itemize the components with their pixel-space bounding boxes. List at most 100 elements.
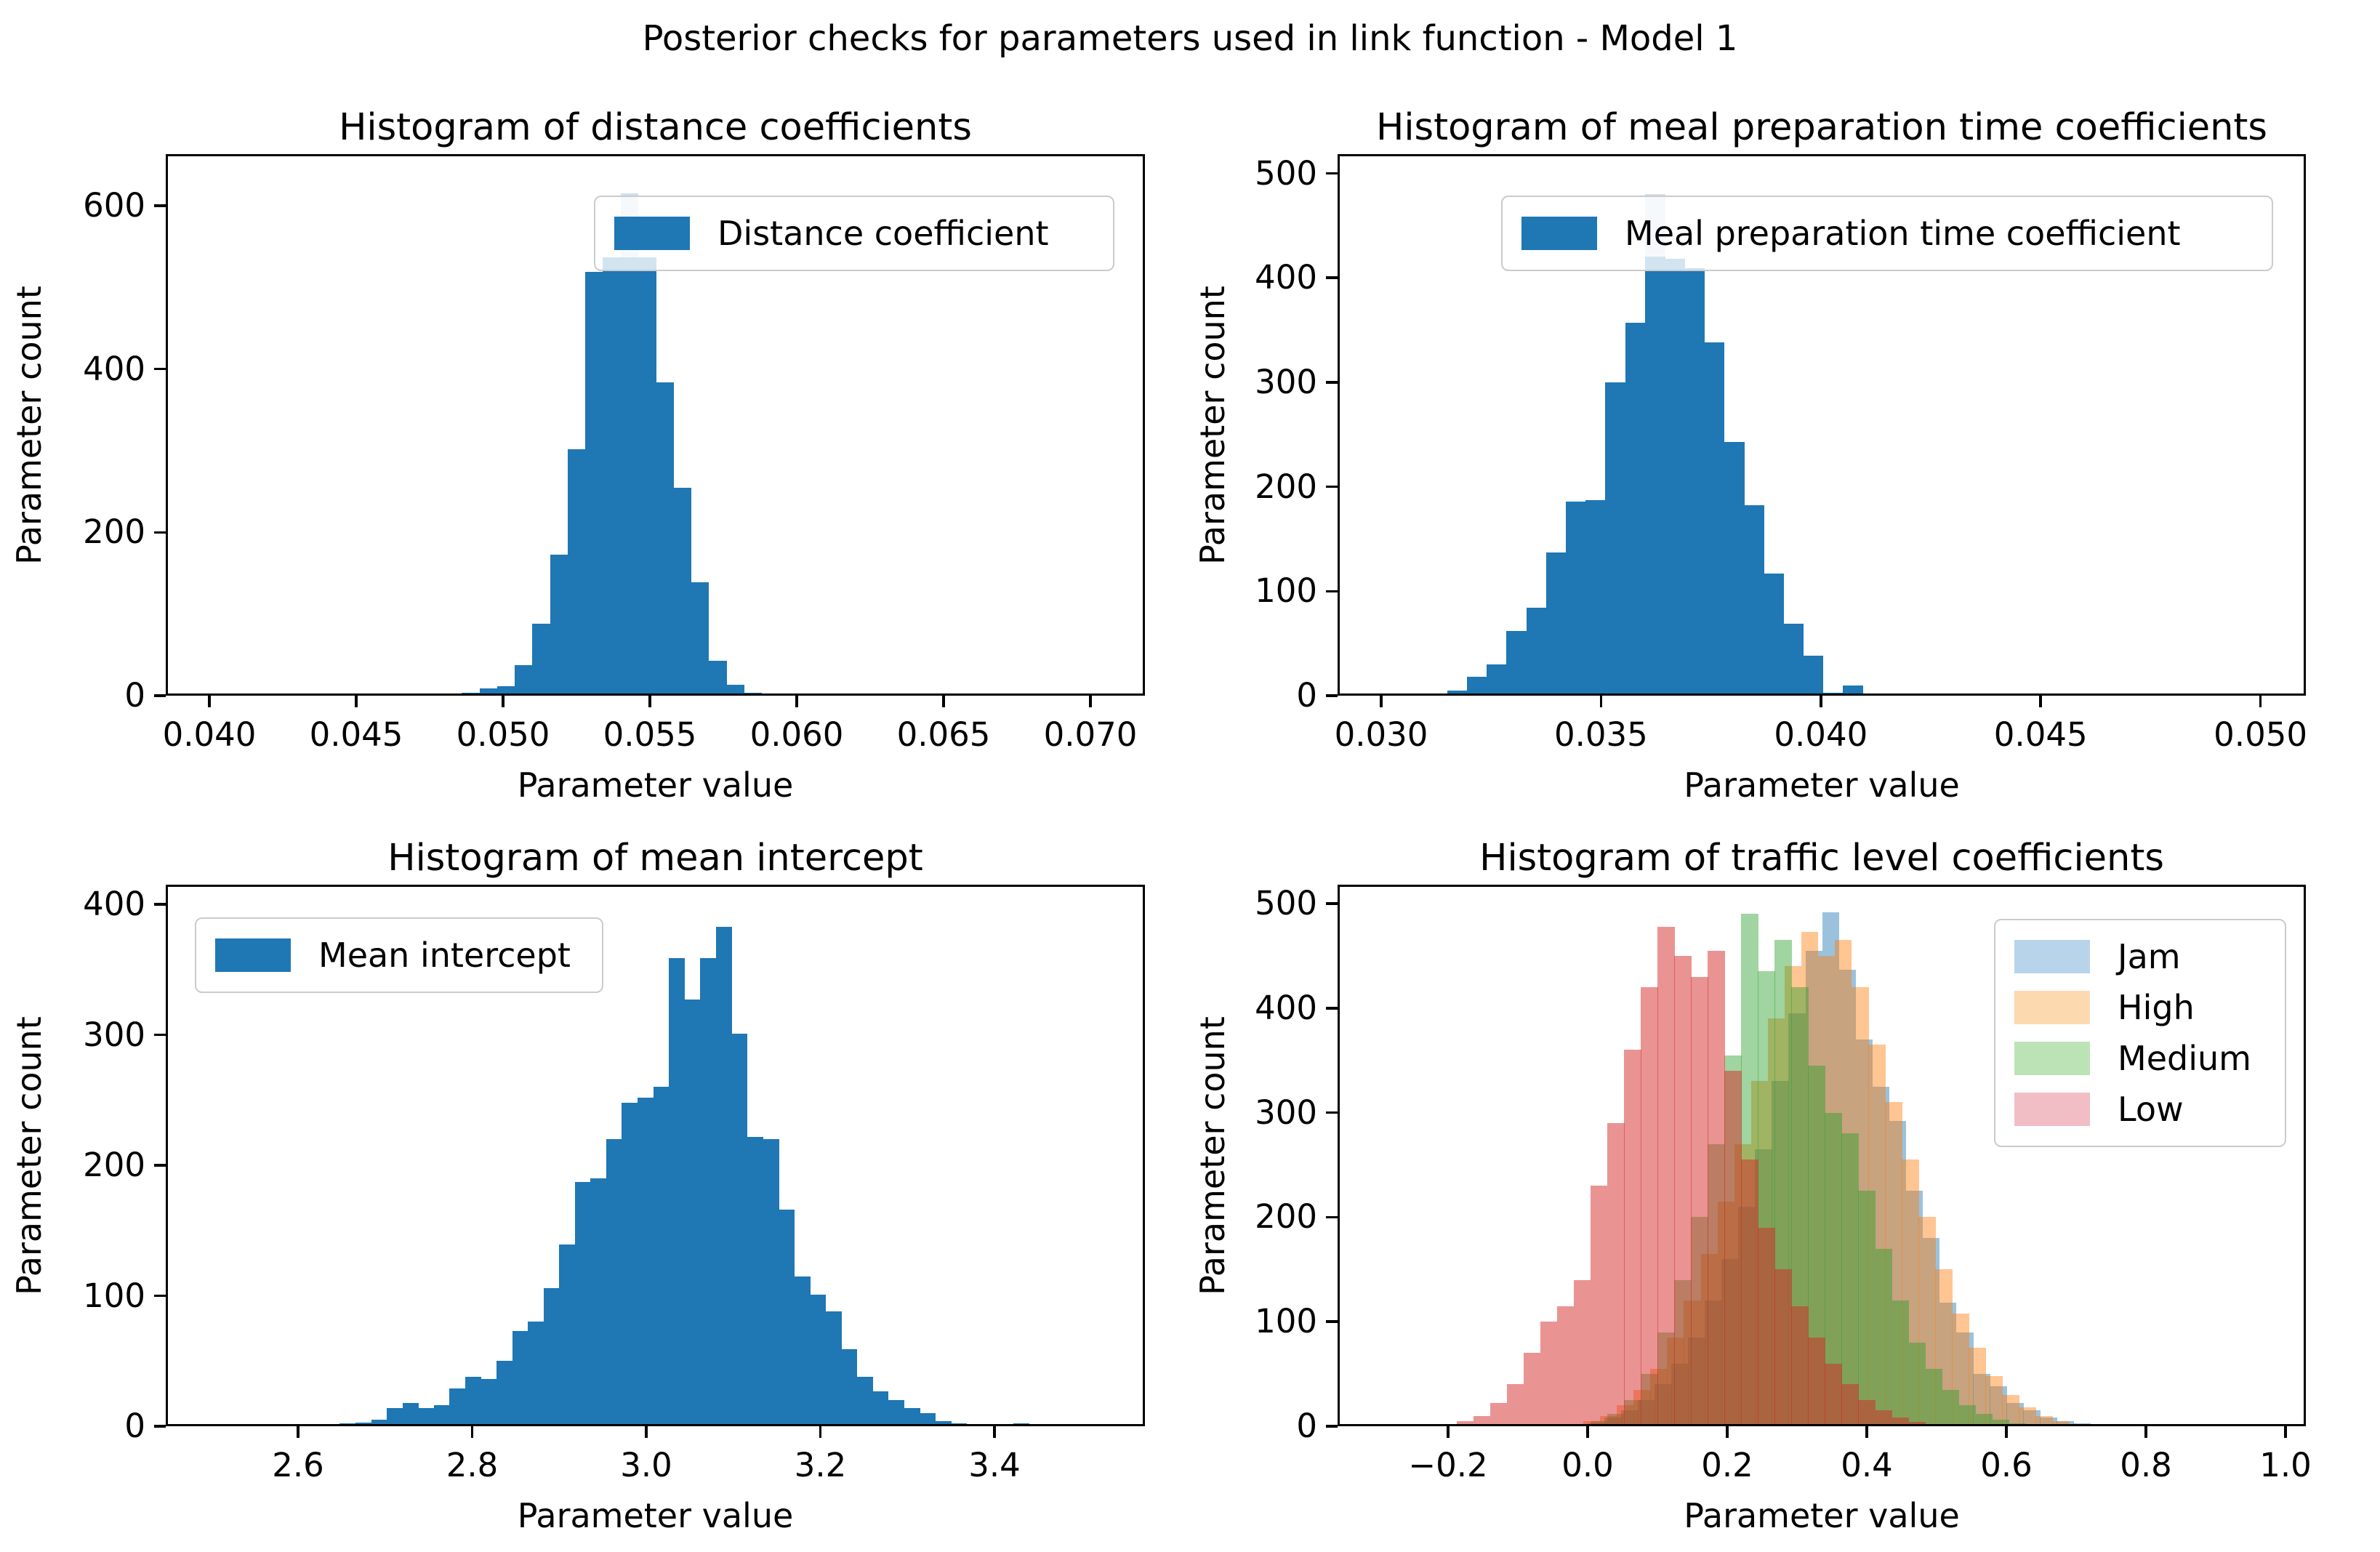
histogram-bar-mean-intercept: [684, 1000, 701, 1426]
x-tick-mark: [645, 1426, 648, 1438]
histogram-bar-meal-preparation-time-coefficient: [1566, 501, 1586, 696]
histogram-bar-jam: [1889, 1121, 1907, 1426]
x-tick-mark: [795, 696, 798, 707]
histogram-bar-distance-coefficient: [585, 271, 603, 696]
histogram-bar-high: [1801, 931, 1819, 1426]
histogram-bar-low: [1540, 1322, 1558, 1426]
histogram-bar-high: [1902, 1159, 1919, 1426]
y-tick-label: 400: [83, 885, 145, 923]
histogram-bar-low: [1741, 1159, 1758, 1426]
legend-swatch-icon: [2014, 1042, 2090, 1075]
y-tick-label: 400: [1255, 988, 1317, 1027]
y-tick-label: 200: [1255, 1197, 1317, 1237]
subplot-title-distance: Histogram of distance coefficients: [339, 106, 972, 149]
histogram-bar-meal-preparation-time-coefficient: [1783, 623, 1804, 696]
histogram-bar-low: [1657, 926, 1675, 1426]
histogram-bar-low: [1489, 1403, 1508, 1426]
y-tick-mark: [1326, 485, 1338, 488]
histogram-bar-distance-coefficient: [691, 582, 709, 696]
x-tick-label: 0.035: [1553, 715, 1648, 754]
y-tick-label: 300: [1255, 1093, 1317, 1132]
histogram-bar-meal-preparation-time-coefficient: [1743, 505, 1764, 696]
histogram-bar-medium: [1908, 1342, 1926, 1426]
histogram-bar-jam: [1922, 1238, 1940, 1426]
histogram-bar-low: [1506, 1384, 1524, 1426]
x-tick-label: 0.2: [1701, 1446, 1753, 1484]
histogram-bar-mean-intercept: [731, 1033, 748, 1426]
histogram-bar-mean-intercept: [935, 1420, 952, 1426]
x-tick-mark: [297, 1426, 299, 1438]
x-tick-label: 0.040: [162, 715, 257, 754]
histogram-bar-high: [1851, 987, 1869, 1426]
y-tick-label: 300: [83, 1015, 145, 1054]
histogram-bar-distance-coefficient: [444, 693, 463, 696]
histogram-bar-mean-intercept: [669, 957, 686, 1426]
histogram-bar-high: [1918, 1217, 1936, 1426]
histogram-bar-mean-intercept: [872, 1391, 889, 1426]
x-tick-label: 3.4: [968, 1446, 1021, 1484]
histogram-bar-distance-coefficient: [479, 688, 498, 696]
histogram-bar-mean-intercept: [904, 1407, 920, 1426]
y-tick-label: 100: [83, 1276, 145, 1315]
histogram-bar-medium: [2009, 1423, 2027, 1426]
histogram-bar-high: [1969, 1348, 1986, 1426]
x-tick-mark: [1380, 696, 1383, 707]
histogram-bar-mean-intercept: [810, 1294, 827, 1426]
histogram-bar-jam: [1855, 1039, 1873, 1426]
histogram-bar-jam: [1805, 950, 1823, 1426]
legend-label: Medium: [2118, 1039, 2251, 1078]
histogram-bar-low: [1724, 1071, 1742, 1426]
y-tick-mark: [1326, 172, 1338, 175]
histogram-bar-jam: [2040, 1418, 2057, 1426]
subplot-title-traffic: Histogram of traffic level coefficients: [1479, 837, 2164, 880]
histogram-bar-high: [1935, 1269, 1953, 1426]
histogram-bar-mean-intercept: [355, 1422, 372, 1426]
legend-entry-medium: Medium: [2014, 1038, 2266, 1079]
histogram-bar-meal-preparation-time-coefficient: [1447, 690, 1468, 696]
histogram-bar-low: [1708, 950, 1725, 1426]
x-tick-mark: [2005, 1426, 2008, 1438]
histogram-bar-distance-coefficient: [726, 685, 744, 696]
histogram-bar-meal-preparation-time-coefficient: [1506, 630, 1527, 696]
histogram-bar-jam: [1872, 1086, 1890, 1426]
y-tick-mark: [1326, 694, 1338, 697]
legend-distance: Distance coefficient: [594, 196, 1114, 271]
y-tick-label: 0: [1296, 676, 1317, 715]
histogram-bar-mean-intercept: [449, 1388, 466, 1426]
histogram-bar-high: [2002, 1394, 2019, 1426]
y-tick-mark: [154, 903, 166, 906]
histogram-bar-mean-intercept: [590, 1178, 607, 1426]
y-tick-label: 500: [1255, 153, 1317, 193]
histogram-bar-medium: [1975, 1413, 1993, 1426]
y-tick-label: 400: [83, 349, 145, 388]
legend-label: Meal preparation time coefficient: [1625, 214, 2181, 253]
x-tick-mark: [648, 696, 651, 707]
x-axis-label-mean-intercept: Parameter value: [517, 1496, 794, 1535]
histogram-bar-low: [1825, 1363, 1843, 1426]
y-tick-label: 200: [1255, 467, 1317, 506]
histogram-bar-medium: [1992, 1420, 2010, 1426]
x-tick-mark: [993, 1426, 996, 1438]
histogram-bar-low: [1590, 1186, 1608, 1426]
histogram-bar-high: [1868, 1045, 1886, 1426]
histogram-bar-mean-intercept: [339, 1423, 356, 1426]
y-tick-label: 500: [1255, 884, 1317, 922]
histogram-bar-meal-preparation-time-coefficient: [1822, 692, 1844, 696]
histogram-bar-mean-intercept: [700, 957, 717, 1426]
legend-entry-meal-preparation-time-coefficient: Meal preparation time coefficient: [1521, 213, 2253, 254]
histogram-bar-mean-intercept: [481, 1379, 497, 1426]
histogram-bar-low: [1640, 987, 1658, 1426]
x-tick-mark: [1865, 1426, 1868, 1438]
histogram-bar-meal-preparation-time-coefficient: [1704, 342, 1725, 696]
histogram-bar-distance-coefficient: [708, 660, 727, 696]
histogram-bar-distance-coefficient: [567, 449, 586, 696]
histogram-bar-mean-intercept: [856, 1376, 873, 1426]
histogram-bar-low: [1858, 1400, 1876, 1426]
x-tick-label: 0.065: [896, 715, 991, 754]
y-tick-mark: [1326, 1425, 1338, 1428]
histogram-bar-high: [1817, 955, 1836, 1426]
y-tick-mark: [1326, 1111, 1338, 1114]
histogram-bar-distance-coefficient: [496, 685, 515, 696]
histogram-bar-high: [1985, 1375, 2003, 1426]
histogram-bar-meal-preparation-time-coefficient: [1684, 268, 1705, 696]
